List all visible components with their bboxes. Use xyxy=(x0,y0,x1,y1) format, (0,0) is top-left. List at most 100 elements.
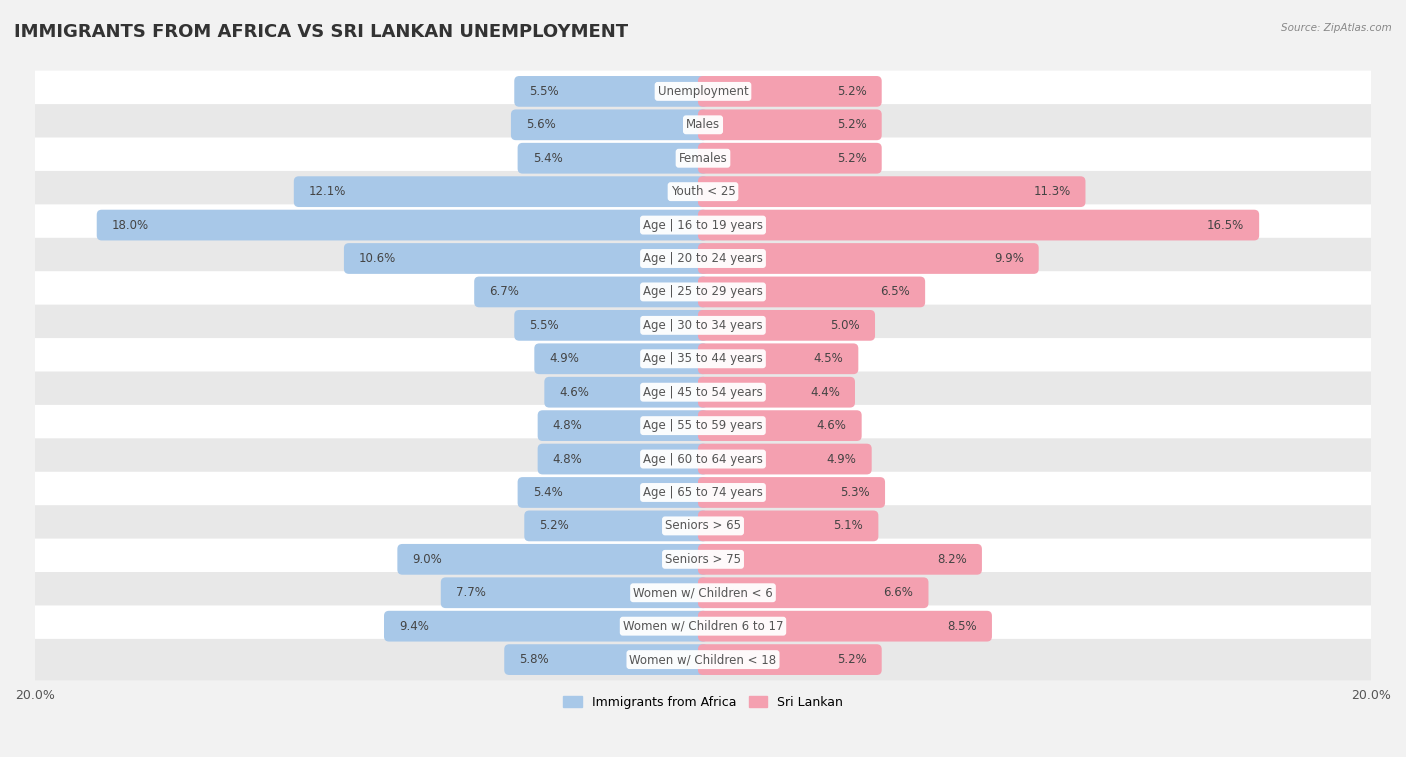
FancyBboxPatch shape xyxy=(544,377,709,407)
Text: 5.6%: 5.6% xyxy=(526,118,555,131)
FancyBboxPatch shape xyxy=(398,544,709,575)
FancyBboxPatch shape xyxy=(697,377,855,407)
Text: 4.5%: 4.5% xyxy=(814,352,844,366)
FancyBboxPatch shape xyxy=(30,70,1376,112)
Text: Age | 25 to 29 years: Age | 25 to 29 years xyxy=(643,285,763,298)
FancyBboxPatch shape xyxy=(515,310,709,341)
Text: 4.6%: 4.6% xyxy=(560,386,589,399)
Text: 9.0%: 9.0% xyxy=(412,553,441,565)
FancyBboxPatch shape xyxy=(697,477,884,508)
Text: 5.8%: 5.8% xyxy=(519,653,548,666)
Text: 4.8%: 4.8% xyxy=(553,419,582,432)
FancyBboxPatch shape xyxy=(30,171,1376,213)
FancyBboxPatch shape xyxy=(697,444,872,475)
FancyBboxPatch shape xyxy=(30,138,1376,179)
Text: 5.0%: 5.0% xyxy=(831,319,860,332)
Text: 5.3%: 5.3% xyxy=(841,486,870,499)
Text: 16.5%: 16.5% xyxy=(1206,219,1244,232)
FancyBboxPatch shape xyxy=(30,338,1376,379)
Text: Women w/ Children 6 to 17: Women w/ Children 6 to 17 xyxy=(623,620,783,633)
Text: 4.6%: 4.6% xyxy=(817,419,846,432)
FancyBboxPatch shape xyxy=(30,271,1376,313)
FancyBboxPatch shape xyxy=(30,639,1376,681)
FancyBboxPatch shape xyxy=(515,76,709,107)
FancyBboxPatch shape xyxy=(697,410,862,441)
Text: Age | 16 to 19 years: Age | 16 to 19 years xyxy=(643,219,763,232)
Text: Age | 20 to 24 years: Age | 20 to 24 years xyxy=(643,252,763,265)
Text: Age | 65 to 74 years: Age | 65 to 74 years xyxy=(643,486,763,499)
Text: Source: ZipAtlas.com: Source: ZipAtlas.com xyxy=(1281,23,1392,33)
FancyBboxPatch shape xyxy=(697,510,879,541)
FancyBboxPatch shape xyxy=(294,176,709,207)
FancyBboxPatch shape xyxy=(30,238,1376,279)
Text: Unemployment: Unemployment xyxy=(658,85,748,98)
FancyBboxPatch shape xyxy=(697,276,925,307)
FancyBboxPatch shape xyxy=(441,578,709,608)
Text: Age | 30 to 34 years: Age | 30 to 34 years xyxy=(643,319,763,332)
Text: 12.1%: 12.1% xyxy=(309,185,346,198)
FancyBboxPatch shape xyxy=(30,438,1376,480)
FancyBboxPatch shape xyxy=(697,210,1260,241)
FancyBboxPatch shape xyxy=(474,276,709,307)
FancyBboxPatch shape xyxy=(697,310,875,341)
Text: Males: Males xyxy=(686,118,720,131)
Text: 4.8%: 4.8% xyxy=(553,453,582,466)
FancyBboxPatch shape xyxy=(697,176,1085,207)
Text: 6.6%: 6.6% xyxy=(883,586,914,600)
FancyBboxPatch shape xyxy=(505,644,709,675)
FancyBboxPatch shape xyxy=(524,510,709,541)
FancyBboxPatch shape xyxy=(510,110,709,140)
FancyBboxPatch shape xyxy=(30,505,1376,547)
FancyBboxPatch shape xyxy=(30,606,1376,647)
Text: Youth < 25: Youth < 25 xyxy=(671,185,735,198)
Text: 4.4%: 4.4% xyxy=(810,386,839,399)
FancyBboxPatch shape xyxy=(697,143,882,173)
FancyBboxPatch shape xyxy=(30,538,1376,580)
FancyBboxPatch shape xyxy=(537,410,709,441)
Text: 10.6%: 10.6% xyxy=(359,252,396,265)
Text: 5.2%: 5.2% xyxy=(540,519,569,532)
Text: 5.2%: 5.2% xyxy=(837,653,866,666)
FancyBboxPatch shape xyxy=(344,243,709,274)
FancyBboxPatch shape xyxy=(534,344,709,374)
FancyBboxPatch shape xyxy=(697,578,928,608)
Text: 5.2%: 5.2% xyxy=(837,151,866,165)
Text: 5.4%: 5.4% xyxy=(533,486,562,499)
Text: IMMIGRANTS FROM AFRICA VS SRI LANKAN UNEMPLOYMENT: IMMIGRANTS FROM AFRICA VS SRI LANKAN UNE… xyxy=(14,23,628,41)
FancyBboxPatch shape xyxy=(697,544,981,575)
Text: 6.5%: 6.5% xyxy=(880,285,910,298)
Legend: Immigrants from Africa, Sri Lankan: Immigrants from Africa, Sri Lankan xyxy=(558,690,848,714)
FancyBboxPatch shape xyxy=(697,611,993,641)
FancyBboxPatch shape xyxy=(697,344,858,374)
Text: Age | 55 to 59 years: Age | 55 to 59 years xyxy=(643,419,763,432)
Text: 8.5%: 8.5% xyxy=(948,620,977,633)
Text: Age | 60 to 64 years: Age | 60 to 64 years xyxy=(643,453,763,466)
FancyBboxPatch shape xyxy=(30,572,1376,613)
Text: 8.2%: 8.2% xyxy=(938,553,967,565)
FancyBboxPatch shape xyxy=(697,644,882,675)
Text: Seniors > 65: Seniors > 65 xyxy=(665,519,741,532)
FancyBboxPatch shape xyxy=(30,304,1376,346)
Text: Females: Females xyxy=(679,151,727,165)
FancyBboxPatch shape xyxy=(384,611,709,641)
Text: 11.3%: 11.3% xyxy=(1033,185,1070,198)
Text: Age | 35 to 44 years: Age | 35 to 44 years xyxy=(643,352,763,366)
FancyBboxPatch shape xyxy=(697,243,1039,274)
FancyBboxPatch shape xyxy=(30,372,1376,413)
FancyBboxPatch shape xyxy=(30,472,1376,513)
Text: Seniors > 75: Seniors > 75 xyxy=(665,553,741,565)
Text: Age | 45 to 54 years: Age | 45 to 54 years xyxy=(643,386,763,399)
Text: 7.7%: 7.7% xyxy=(456,586,485,600)
Text: 9.4%: 9.4% xyxy=(399,620,429,633)
Text: Women w/ Children < 6: Women w/ Children < 6 xyxy=(633,586,773,600)
FancyBboxPatch shape xyxy=(30,204,1376,246)
FancyBboxPatch shape xyxy=(517,143,709,173)
Text: 4.9%: 4.9% xyxy=(550,352,579,366)
FancyBboxPatch shape xyxy=(517,477,709,508)
FancyBboxPatch shape xyxy=(537,444,709,475)
FancyBboxPatch shape xyxy=(697,76,882,107)
Text: 5.4%: 5.4% xyxy=(533,151,562,165)
Text: Women w/ Children < 18: Women w/ Children < 18 xyxy=(630,653,776,666)
Text: 5.2%: 5.2% xyxy=(837,85,866,98)
FancyBboxPatch shape xyxy=(30,104,1376,145)
